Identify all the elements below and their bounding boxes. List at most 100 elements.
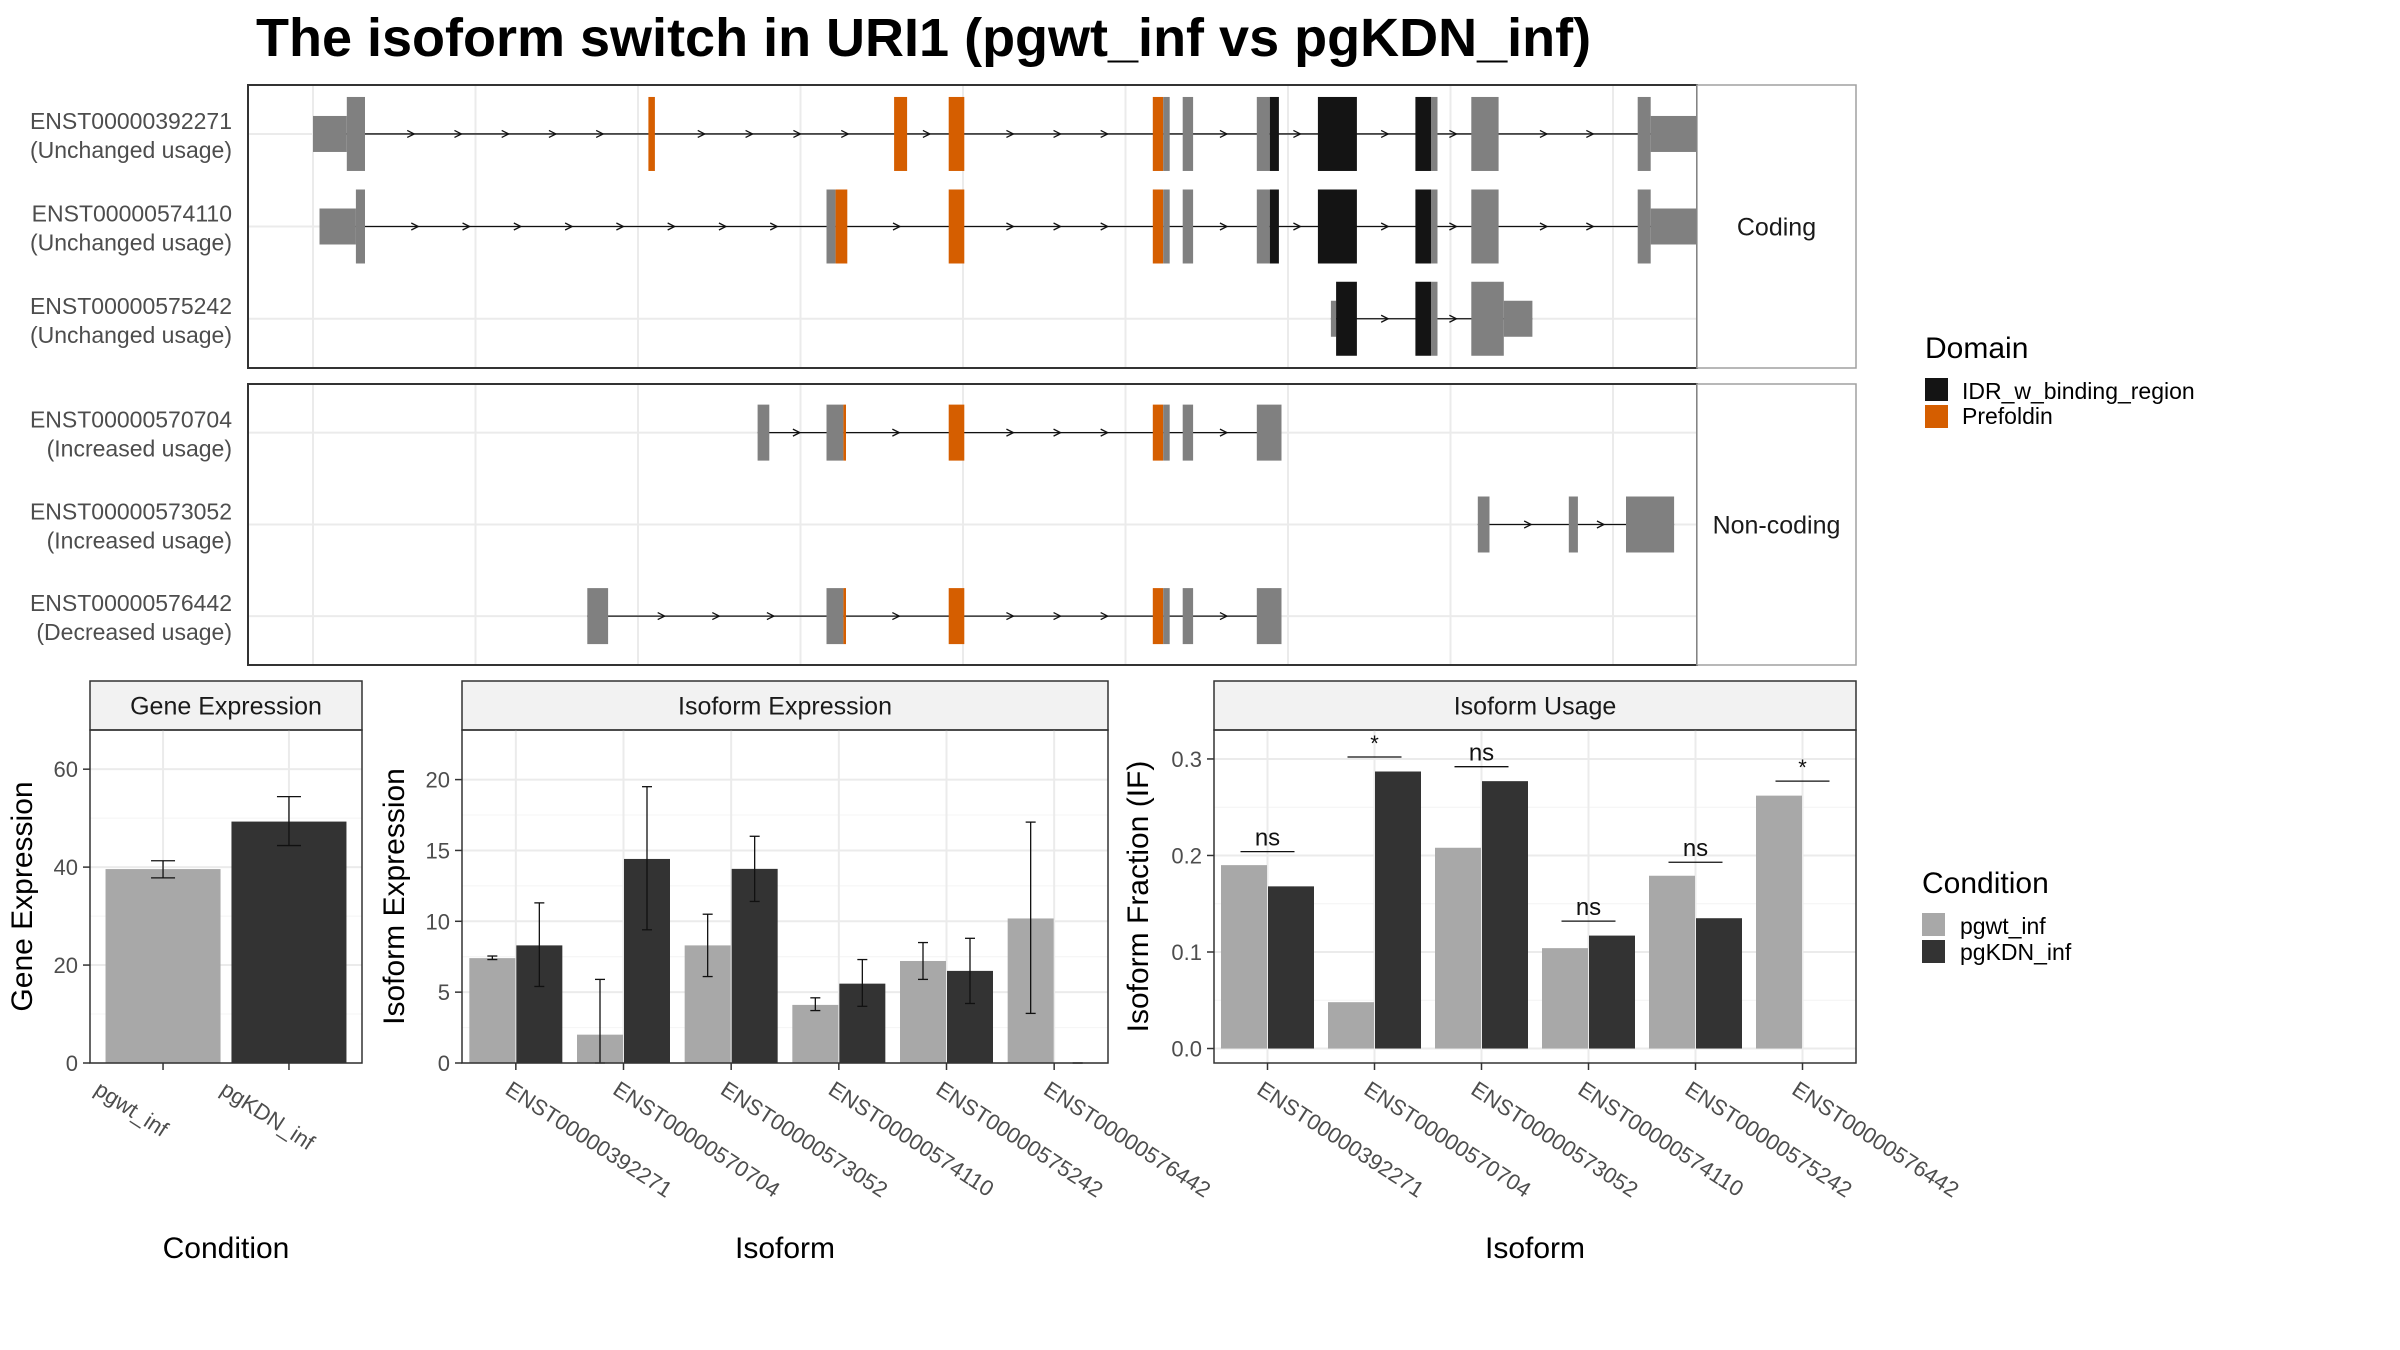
intron-arrow: [892, 612, 901, 621]
intron-arrow: [766, 612, 776, 621]
gene-expression-chart: Gene Expression 0 20 40 60 pgwt_inf pgKDN_inf C…: [6, 680, 363, 1265]
panel-title-strip: [1213, 680, 1857, 731]
domain-legend-key-idr: [1925, 378, 1948, 401]
intron-arrow: [1006, 428, 1015, 437]
bar-pgwt_inf: [1649, 875, 1695, 1049]
intron-arrow: [892, 222, 902, 231]
exon-block: [826, 404, 844, 461]
domain-legend-label-idr: IDR_w_binding_region: [1962, 378, 2195, 404]
exon-block: [1637, 189, 1651, 264]
y-axis-title: Isoform Fraction (IF): [1122, 761, 1155, 1033]
exon-block: [1431, 281, 1438, 356]
intron-arrow: [1006, 129, 1015, 139]
intron-arrow: [1380, 222, 1390, 231]
transcript-usage-label: (Unchanged usage): [30, 322, 232, 348]
y-tick-label: 20: [54, 953, 78, 978]
figure-title: The isoform switch in URI1 (pgwt_inf vs …: [256, 8, 1591, 68]
exon-block: [1503, 300, 1533, 337]
domain-idr-block: [1415, 96, 1431, 171]
exon-block: [1256, 189, 1270, 264]
exon-block: [1256, 404, 1282, 461]
intron-arrow: [1219, 222, 1229, 231]
intron-arrow: [1449, 129, 1458, 139]
exon-block: [1163, 588, 1170, 645]
intron-arrow: [667, 222, 677, 231]
exon-block: [1637, 96, 1651, 171]
exon-block: [826, 588, 844, 645]
exon-block: [1568, 496, 1578, 553]
intron-arrow: [922, 129, 932, 139]
intron-arrow: [840, 129, 850, 139]
y-tick-label: 0.0: [1171, 1037, 1202, 1062]
exon-block: [1182, 189, 1194, 264]
intron-arrow: [454, 129, 463, 139]
bar-pgwt_inf: [792, 1004, 839, 1063]
intron-arrow: [697, 129, 707, 139]
transcript-id-label: ENST00000576442: [30, 590, 232, 616]
domain-prefoldin-block: [948, 588, 965, 645]
domain-legend: Domain IDR_w_binding_region Prefoldin: [1925, 332, 2195, 429]
domain-idr-block: [1317, 189, 1357, 264]
domain-prefoldin-block: [894, 96, 908, 171]
intron-arrow: [1053, 222, 1063, 231]
domain-legend-label-prefoldin: Prefoldin: [1962, 403, 2053, 429]
condition-legend-key-pgwt: [1922, 913, 1945, 936]
x-axis-title: Condition: [163, 1232, 290, 1265]
significance-label: ns: [1576, 894, 1601, 921]
bar-pgwt_inf: [1756, 795, 1802, 1049]
exon-block: [1163, 404, 1170, 461]
exon-block: [1182, 588, 1194, 645]
intron-arrow: [501, 129, 511, 139]
domain-prefoldin-block: [948, 404, 965, 461]
y-tick-label: 5: [438, 980, 450, 1005]
intron-arrow: [769, 222, 779, 231]
transcript-id-label: ENST00000575242: [30, 293, 232, 319]
bar-pgwt_inf: [105, 869, 221, 1063]
intron-arrow: [1293, 222, 1302, 231]
exon-block: [1163, 189, 1170, 264]
exon-block: [587, 588, 609, 645]
exon-block: [355, 189, 365, 264]
exon-block: [1256, 588, 1282, 645]
bar-pgwt_inf: [1542, 948, 1588, 1049]
domain-prefoldin-block: [948, 96, 965, 171]
intron-arrow: [1053, 129, 1063, 139]
domain-legend-key-prefoldin: [1925, 405, 1948, 428]
intron-arrow: [1100, 612, 1110, 621]
bar-pgwt_inf: [469, 958, 516, 1063]
bar-pgKDN_inf: [1589, 935, 1635, 1049]
bar-pgKDN_inf: [1482, 781, 1528, 1049]
intron-arrow: [1293, 129, 1302, 139]
transcript-usage-label: (Increased usage): [47, 436, 232, 462]
exon-block: [1182, 96, 1194, 171]
condition-legend-key-pgkdn: [1922, 940, 1945, 963]
significance-label: ns: [1255, 825, 1280, 852]
bar-pgwt_inf: [1328, 1002, 1374, 1049]
condition-legend: Condition pgwt_inf pgKDN_inf: [1922, 867, 2072, 965]
intron-arrow: [616, 222, 625, 231]
domain-legend-title: Domain: [1925, 332, 2028, 365]
panel-border: [89, 729, 363, 1064]
exon-block: [1163, 96, 1170, 171]
intron-arrow: [513, 222, 523, 231]
intron-arrow: [1219, 428, 1229, 437]
domain-prefoldin-block: [948, 189, 965, 264]
intron-arrow: [1100, 129, 1110, 139]
gene-structure-plot: ENST00000392271 (Unchanged usage) ENST0000…: [30, 84, 1857, 666]
intron-arrow: [1006, 222, 1015, 231]
exon-block: [1471, 189, 1499, 264]
y-tick-label: 40: [54, 855, 78, 880]
intron-arrow: [1539, 222, 1549, 231]
y-tick-label: 0: [66, 1051, 78, 1076]
intron-arrow: [1596, 520, 1606, 529]
exon-block: [313, 115, 347, 152]
domain-prefoldin-block: [1152, 189, 1164, 264]
intron-arrow: [595, 129, 605, 139]
intron-arrow: [406, 129, 416, 139]
intron-arrow: [712, 612, 721, 621]
exon-block: [757, 404, 770, 461]
intron-arrow: [1586, 129, 1595, 139]
x-tick-label: pgKDN_inf: [216, 1076, 320, 1155]
intron-arrow: [1449, 314, 1458, 323]
